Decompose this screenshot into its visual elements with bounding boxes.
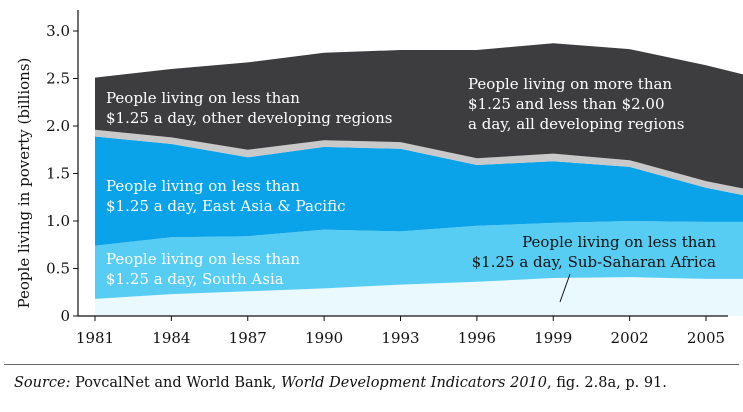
stacked-areas	[95, 43, 743, 316]
poverty-area-chart: 0 0.5 1.0 1.5 2.0 2.5 3.0 1981 1984 1987 1990 1993 1…	[15, 10, 743, 347]
x-tick-label: 2005	[687, 329, 725, 347]
y-tick-label: 0.5	[46, 260, 70, 278]
area-ssa	[95, 277, 743, 316]
y-tick-label: 1.0	[46, 212, 70, 230]
annotation-ssa-line-2: $1.25 a day, Sub-Saharan Africa	[472, 253, 716, 271]
source-note: Source: PovcalNet and World Bank, World …	[14, 375, 734, 391]
x-tick-label: 1984	[152, 329, 190, 347]
area-other_regions	[95, 129, 743, 196]
axes: 0 0.5 1.0 1.5 2.0 2.5 3.0 1981 1984 1987 1990 1993 1…	[46, 10, 728, 347]
annotations: People living on less than $1.25 a day, o…	[106, 75, 716, 303]
y-tick-label: 3.0	[46, 22, 70, 40]
y-tick-label: 1.5	[46, 165, 70, 183]
x-tick-label: 1981	[76, 329, 114, 347]
x-tick-label: 1993	[381, 329, 419, 347]
source-divider	[4, 364, 739, 365]
source-text-after: , fig. 2.8a, p. 91.	[547, 375, 667, 391]
area-south_asia	[95, 221, 743, 299]
annotation-other-regions-line-2: $1.25 a day, other developing regions	[106, 109, 392, 127]
annotation-ssa-line-1: People living on less than	[522, 233, 716, 251]
annotation-east-asia-line-2: $1.25 a day, East Asia & Pacific	[106, 197, 346, 215]
annotation-ssa-pointer	[559, 273, 571, 303]
annotation-between-125-200-line-3: a day, all developing regions	[468, 115, 685, 133]
x-tick-label: 2002	[611, 329, 649, 347]
x-tick-label: 1987	[229, 329, 267, 347]
y-tick-label: 0	[60, 307, 70, 325]
annotation-south-asia-line-1: People living on less than	[106, 250, 300, 268]
annotation-south-asia-line-2: $1.25 a day, South Asia	[106, 270, 284, 288]
x-tick-label: 1999	[534, 329, 572, 347]
source-text-before: PovcalNet and World Bank,	[70, 375, 281, 391]
y-axis-label: People living in poverty (billions)	[15, 58, 33, 309]
x-tick-label: 1990	[305, 329, 343, 347]
y-tick-label: 2.5	[46, 70, 70, 88]
area-east_asia	[95, 136, 743, 246]
annotation-between-125-200-line-2: $1.25 and less than $2.00	[468, 95, 665, 113]
x-tick-label: 1996	[458, 329, 496, 347]
source-label: Source:	[14, 375, 71, 391]
annotation-other-regions-line-1: People living on less than	[106, 89, 300, 107]
area-between_125_200	[95, 43, 743, 189]
annotation-between-125-200-line-1: People living on more than	[468, 75, 672, 93]
source-publication: World Development Indicators 2010	[280, 375, 548, 391]
annotation-east-asia-line-1: People living on less than	[106, 177, 300, 195]
y-tick-label: 2.0	[46, 117, 70, 135]
